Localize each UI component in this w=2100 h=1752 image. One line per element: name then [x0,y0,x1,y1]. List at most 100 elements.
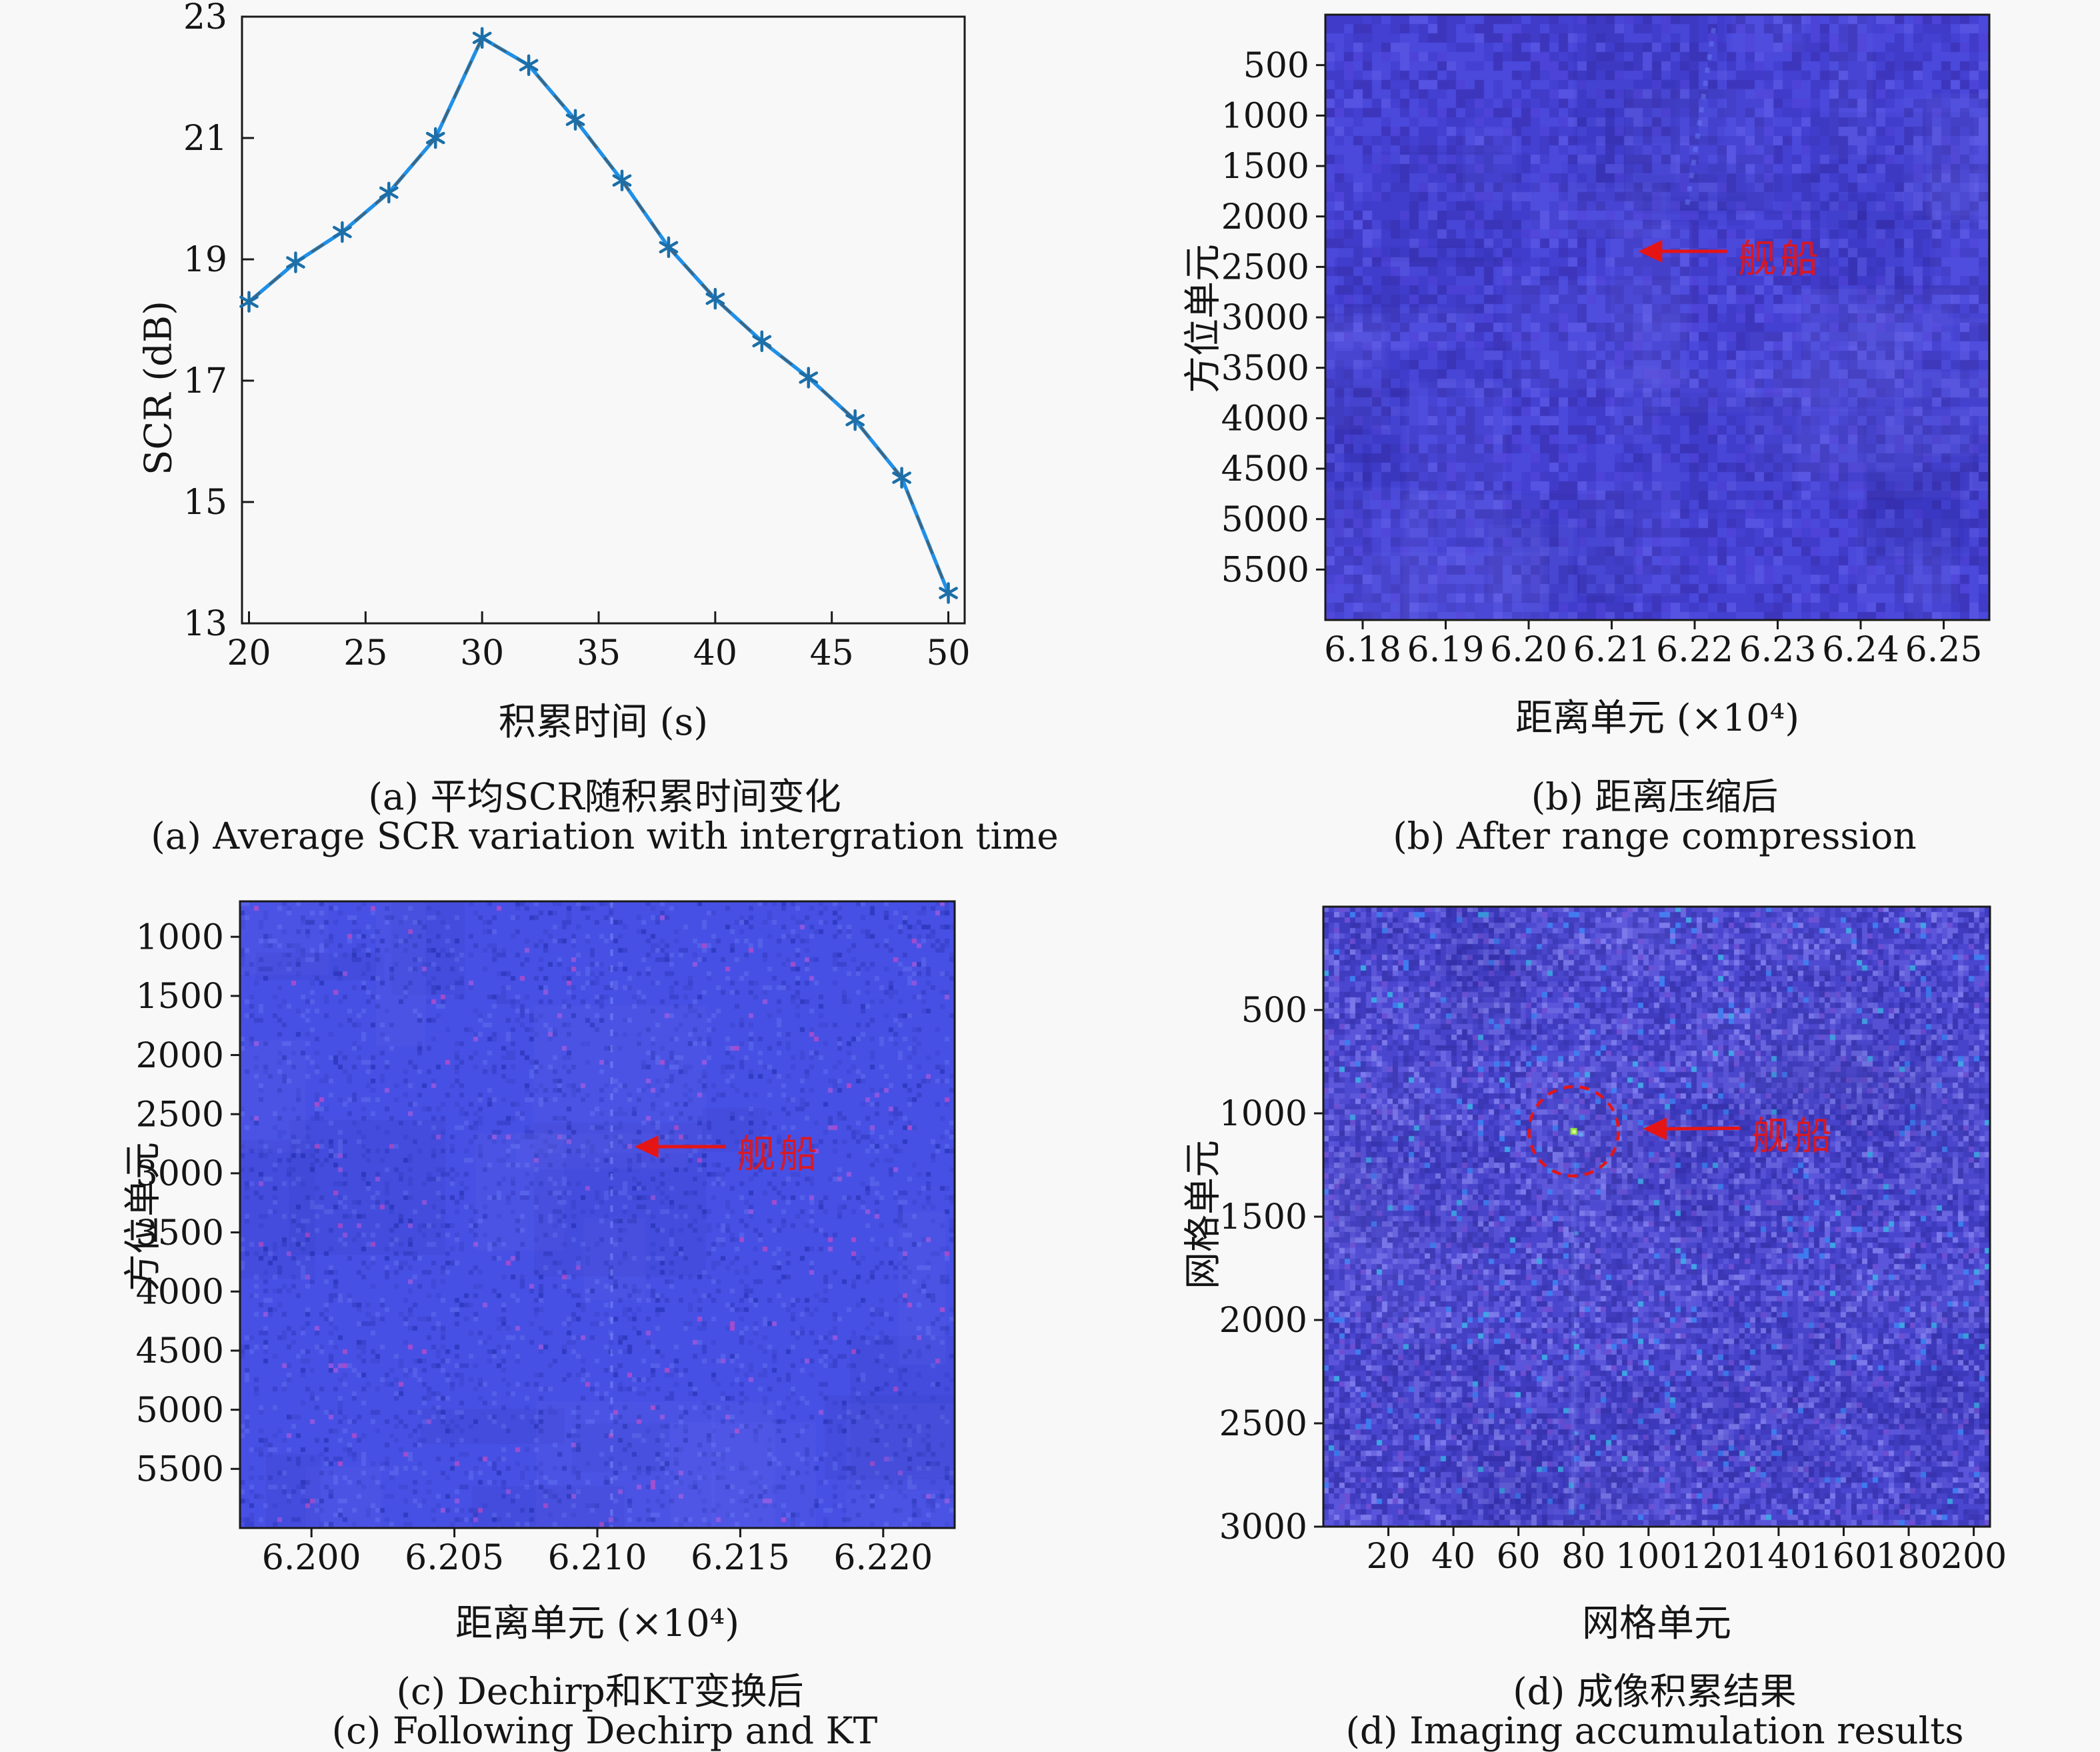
y-tick-label: 500 [1243,46,1309,86]
y-tick-label: 1000 [1221,97,1309,137]
y-tick-label: 15 [183,483,227,523]
x-tick-label: 6.18 [1324,630,1401,670]
x-tick-label: 20 [227,633,271,673]
panel-d-image-border [1322,905,1991,1528]
x-tick-label: 6.220 [833,1538,933,1578]
panel-a-plot-border [241,15,966,625]
x-tick-label: 6.25 [1905,630,1983,670]
y-tick-label: 23 [183,0,227,37]
caption-b-zh: (b) 距离压缩后 [1531,775,1779,818]
marker-asterisk-icon [519,54,539,77]
marker-asterisk-icon [379,181,399,204]
scr-line-bright [247,36,951,594]
y-tick-label: 17 [183,361,227,401]
y-tick-label: 1500 [1221,147,1309,187]
y-tick-label: 2500 [136,1095,224,1135]
x-tick-label: 6.23 [1739,630,1817,670]
panel-d-yaxis-label: 网格单元 [1181,1140,1225,1289]
x-tick-label: 40 [693,633,737,673]
y-tick-label: 1000 [1219,1094,1307,1134]
panel-b-axes-overlay: 6.18 6.19 6.20 6.21 6.22 6.23 6.24 6.25 500 1000 1… [1221,13,1991,670]
y-tick-label: 5500 [1221,551,1309,591]
y-tick-label: 1000 [136,917,224,957]
x-tick-label: 180 [1875,1537,1941,1577]
ship-target-circle [1527,1085,1620,1178]
caption-a-zh: (a) 平均SCR随积累时间变化 [368,775,841,818]
x-tick-label: 120 [1681,1537,1747,1577]
x-tick-label: 80 [1561,1537,1605,1577]
marker-asterisk-icon [752,330,772,353]
marker-asterisk-icon [612,169,632,191]
y-tick-label: 1500 [1219,1197,1307,1237]
caption-a-en: (a) Average SCR variation with intergrat… [151,815,1059,857]
marker-asterisk-icon [659,236,679,259]
panel-c-noise-image [240,901,955,1528]
caption-b-en: (b) After range compression [1393,815,1917,857]
y-tick-label: 3000 [1221,298,1309,338]
marker-asterisk-icon [472,27,492,49]
panel-b-ship-annotation-label: 舰船 [1737,236,1822,282]
y-tick-label: 3500 [136,1213,224,1253]
panel-d-ship-annotation-label: 舰船 [1751,1113,1835,1159]
y-tick-label: 21 [183,119,227,159]
panel-a-xaxis-label: 积累时间 (s) [498,701,709,744]
ship-arrow-icon [1643,1117,1741,1141]
x-tick-label: 40 [1431,1537,1475,1577]
marker-asterisk-icon [892,467,911,489]
marker-asterisk-icon [845,409,865,431]
caption-c-zh: (c) Dechirp和KT变换后 [396,1670,804,1713]
y-tick-label: 4000 [136,1272,224,1312]
panel-d-noise-image [1323,907,1990,1527]
panel-d-xaxis-label: 网格单元 [1582,1602,1731,1645]
x-tick-label: 50 [926,633,970,673]
x-tick-label: 140 [1745,1537,1811,1577]
y-tick-label: 500 [1241,991,1307,1031]
x-tick-label: 100 [1615,1537,1681,1577]
y-tick-label: 1500 [136,977,224,1017]
panel-b-yaxis-label: 方位单元 [1181,244,1225,393]
x-tick-label: 45 [810,633,854,673]
x-tick-label: 35 [577,633,621,673]
panel-a-yaxis-label: SCR (dB) [137,301,181,475]
ship-arrow-icon [634,1135,726,1159]
panel-c-xaxis-label: 距离单元 (×10⁴) [455,1602,740,1645]
panel-b-xaxis-label: 距离单元 (×10⁴) [1515,697,1800,740]
panel-c-yaxis-label: 方位单元 [121,1142,165,1291]
x-tick-label: 6.21 [1573,630,1651,670]
x-tick-label: 60 [1497,1537,1541,1577]
marker-asterisk-icon [799,367,819,389]
x-tick-label: 6.20 [1490,630,1567,670]
y-tick-label: 4500 [136,1331,224,1371]
x-tick-label: 6.19 [1407,630,1485,670]
x-tick-label: 6.205 [405,1538,504,1578]
panel-c-ship-annotation-label: 舰船 [736,1131,821,1177]
marker-asterisk-icon [333,221,352,243]
scr-line-chart: 20 25 30 35 40 45 50 13 15 17 19 21 23 [183,0,971,673]
marker-asterisk-icon [705,287,725,310]
x-tick-label: 6.215 [691,1538,790,1578]
y-tick-label: 3500 [1221,349,1309,389]
marker-asterisk-icon [939,582,958,604]
y-tick-label: 2500 [1221,248,1309,288]
x-tick-label: 30 [460,633,504,673]
marker-asterisk-icon [425,127,445,149]
y-tick-label: 13 [183,604,227,644]
x-tick-label: 6.200 [262,1538,361,1578]
x-tick-label: 200 [1941,1537,2007,1577]
marker-asterisk-icon [565,109,585,131]
y-tick-label: 5500 [136,1450,224,1490]
scr-line-overlay [248,37,950,594]
caption-d-zh: (d) 成像积累结果 [1513,1670,1797,1713]
y-tick-label: 3000 [1219,1507,1307,1547]
x-tick-label: 6.24 [1822,630,1899,670]
caption-d-en: (d) Imaging accumulation results [1345,1709,1964,1752]
y-tick-label: 4000 [1221,399,1309,439]
x-tick-label: 160 [1811,1537,1877,1577]
y-tick-label: 2000 [1219,1301,1307,1341]
y-tick-label: 2500 [1219,1404,1307,1444]
marker-asterisk-icon [286,251,305,273]
y-tick-label: 4500 [1221,449,1309,489]
y-tick-label: 19 [183,240,227,280]
